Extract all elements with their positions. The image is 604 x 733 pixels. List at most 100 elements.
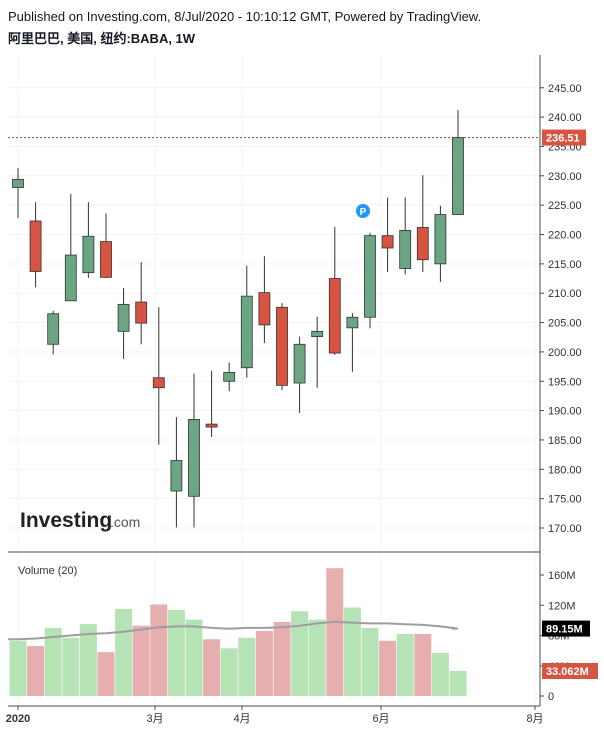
candle-body — [170, 460, 183, 492]
candle-body — [328, 278, 341, 354]
candle-body — [205, 423, 218, 428]
candle-body — [346, 316, 359, 329]
price-tick-label: 175.00 — [548, 494, 582, 506]
price-tick-label: 200.00 — [548, 347, 582, 359]
volume-bar — [326, 568, 344, 696]
candle-body — [258, 292, 271, 326]
price-tick-label: 230.00 — [548, 171, 582, 183]
time-axis-ticks: 2020 3月 4月 6月 8月 — [6, 706, 544, 725]
chart-header: Published on Investing.com, 8/Jul/2020 -… — [8, 8, 598, 48]
volume-bar — [361, 627, 379, 696]
event-marker-circle — [356, 204, 370, 218]
candle-body — [223, 372, 236, 382]
volume-pane-title: Volume (20) — [18, 565, 77, 577]
published-line: Published on Investing.com, 8/Jul/2020 -… — [8, 9, 482, 24]
price-tick-label: 190.00 — [548, 406, 582, 418]
time-tick-label: 3月 — [146, 713, 163, 725]
candle-body — [152, 377, 165, 389]
volume-bar — [291, 611, 309, 696]
candle-body — [364, 235, 376, 318]
last-price-badge — [542, 129, 586, 146]
volume-bar — [27, 646, 45, 696]
symbol-title: 阿里巴巴, 美国, 纽约:BABA, 1W — [8, 31, 196, 46]
candle-body — [452, 137, 464, 215]
ma-value-badge — [542, 620, 590, 637]
volume-bar — [9, 640, 27, 696]
volume-ma-line — [8, 620, 459, 641]
price-tick-label: 170.00 — [548, 523, 582, 535]
event-marker[interactable]: P — [356, 204, 370, 218]
watermark-brand: Investing — [20, 509, 112, 532]
volume-tick-label: 160M — [548, 570, 576, 582]
volume-bar — [343, 607, 361, 696]
candle-body — [29, 220, 42, 272]
price-tick-label: 210.00 — [548, 288, 582, 300]
time-tick-label: 2020 — [6, 713, 30, 725]
volume-bar — [273, 621, 291, 696]
time-tick-label: 6月 — [372, 713, 389, 725]
volume-bar — [396, 633, 414, 696]
volume-bar — [203, 639, 221, 696]
volume-bar — [62, 637, 80, 696]
volume-bar — [431, 652, 449, 696]
price-tick-label: 195.00 — [548, 376, 582, 388]
volume-bar — [379, 640, 397, 696]
chart-frame — [8, 55, 541, 707]
candle-body — [135, 301, 148, 324]
price-tick-label: 240.00 — [548, 112, 582, 124]
watermark-suffix: .com — [110, 514, 140, 530]
volume-bar — [220, 648, 238, 696]
volume-bars — [9, 568, 467, 696]
candle-body — [64, 254, 77, 302]
volume-bar — [115, 609, 133, 696]
candle-body — [434, 214, 447, 265]
volume-bar — [150, 604, 168, 696]
candle-body — [100, 241, 112, 278]
last-volume-badge — [542, 662, 598, 679]
last-price-badge-label: 236.51 — [546, 133, 580, 145]
candle-body — [240, 295, 253, 369]
volume-bar — [132, 625, 150, 696]
price-tick-label: 220.00 — [548, 230, 582, 242]
candle-body — [311, 330, 324, 338]
volume-bar — [97, 652, 115, 696]
candle-body — [416, 227, 429, 261]
investing-watermark: Investing .com — [20, 509, 140, 532]
candle-body — [12, 178, 24, 188]
volume-bar — [414, 633, 432, 696]
price-tick-label: 245.00 — [548, 83, 582, 95]
candle-body — [293, 343, 306, 384]
price-tick-label: 180.00 — [548, 464, 582, 476]
candle-body — [399, 229, 412, 269]
volume-bar — [79, 624, 97, 696]
volume-bar — [44, 627, 62, 696]
candle-body — [47, 313, 60, 345]
candle-body — [117, 303, 130, 332]
last-volume-badge-label: 33.062M — [546, 666, 589, 678]
volume-bar — [167, 609, 185, 696]
grid — [8, 55, 540, 706]
volume-tick-label: 120M — [548, 600, 576, 612]
candle-body — [188, 419, 200, 497]
axis-badges: 236.51 89.15M 33.062M — [542, 129, 598, 679]
candles — [12, 110, 464, 528]
volume-bar — [238, 637, 256, 696]
price-tick-label: 185.00 — [548, 435, 582, 447]
volume-bar — [449, 670, 467, 696]
volume-tick-label: 0 — [548, 691, 554, 703]
candle-body — [381, 235, 394, 249]
ma-value-badge-label: 89.15M — [546, 624, 583, 636]
price-tick-label: 215.00 — [548, 259, 582, 271]
time-tick-label: 4月 — [233, 713, 250, 725]
volume-bar — [185, 619, 203, 696]
price-tick-label: 225.00 — [548, 200, 582, 212]
volume-bar — [308, 619, 326, 696]
event-marker-label: P — [360, 207, 367, 218]
price-axis-ticks: 170.00 175.00 180.00 185.00 190.00 195.00 200.… — [540, 83, 582, 535]
time-tick-label: 8月 — [526, 713, 543, 725]
candle-body — [276, 306, 288, 386]
volume-bar — [255, 630, 273, 696]
price-tick-label: 205.00 — [548, 318, 582, 330]
candle-body — [82, 235, 95, 274]
